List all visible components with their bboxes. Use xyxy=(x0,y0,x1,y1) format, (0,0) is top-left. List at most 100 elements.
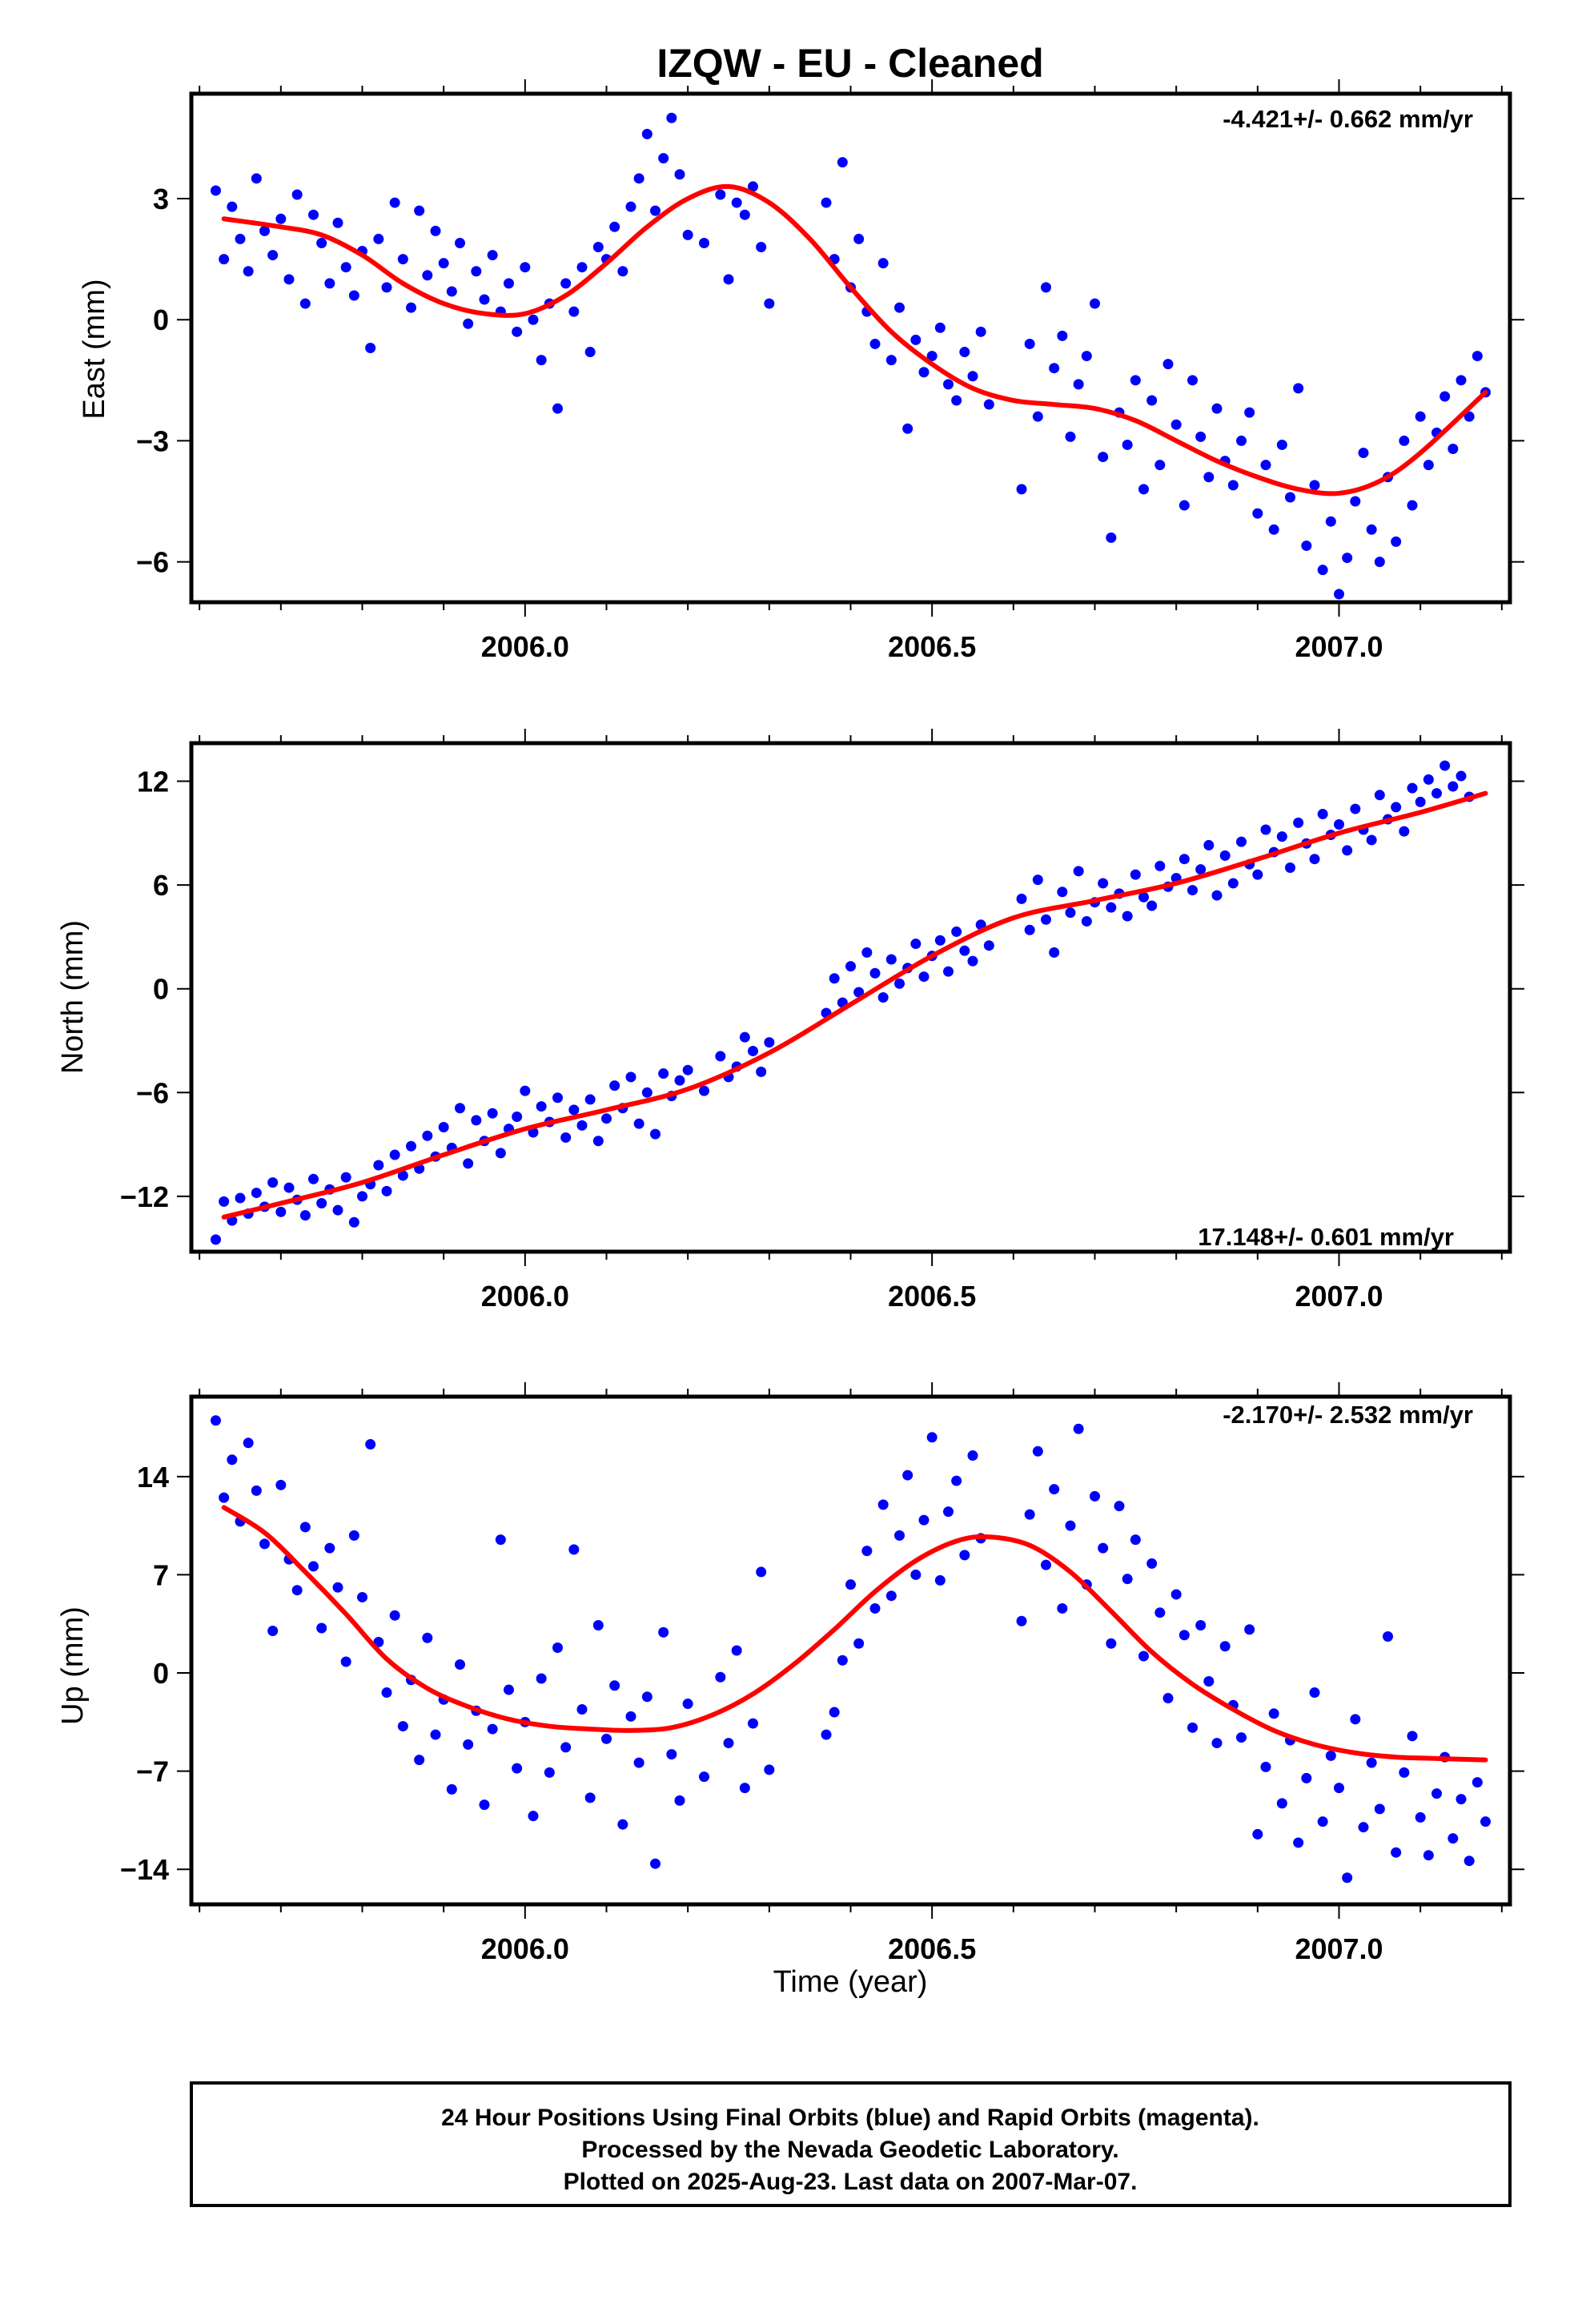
data-point xyxy=(1138,891,1149,903)
data-point xyxy=(674,169,685,180)
data-point xyxy=(1276,831,1287,842)
data-point xyxy=(406,1140,416,1152)
data-point xyxy=(576,1120,588,1131)
data-point xyxy=(1138,1651,1149,1662)
data-point xyxy=(1187,1722,1198,1733)
data-point xyxy=(332,1204,343,1216)
data-point xyxy=(1227,878,1239,889)
data-point xyxy=(536,1673,547,1684)
data-point xyxy=(576,262,588,273)
data-point xyxy=(658,153,669,164)
data-point xyxy=(389,1610,400,1621)
x-tick-label: 2006.5 xyxy=(888,1932,976,1965)
data-point xyxy=(584,1094,596,1105)
data-point xyxy=(601,1113,612,1124)
data-point xyxy=(837,1655,848,1666)
data-point xyxy=(568,306,580,317)
y-tick-label: 3 xyxy=(153,183,169,215)
data-point xyxy=(682,1064,693,1076)
data-point xyxy=(1383,1630,1393,1642)
data-point xyxy=(1431,788,1442,799)
data-point xyxy=(422,270,433,281)
data-point xyxy=(348,1530,359,1541)
data-point xyxy=(1236,1732,1247,1743)
data-point xyxy=(674,1795,685,1806)
data-point xyxy=(1130,375,1141,386)
data-point xyxy=(1106,1638,1117,1649)
data-point xyxy=(308,1561,319,1572)
y-tick-label: −3 xyxy=(136,424,169,457)
data-point xyxy=(1342,845,1353,856)
data-point xyxy=(259,1538,270,1550)
data-point xyxy=(584,1792,596,1803)
data-point xyxy=(1260,824,1271,835)
data-point xyxy=(1334,1783,1344,1794)
y-tick-label: 6 xyxy=(153,869,169,902)
data-point xyxy=(861,1546,873,1557)
data-point xyxy=(894,978,905,989)
figure-title: IZQW - EU - Cleaned xyxy=(656,41,1043,86)
data-point xyxy=(1423,1850,1434,1861)
data-point xyxy=(1024,924,1035,935)
data-point xyxy=(536,355,547,366)
data-point xyxy=(397,1721,408,1732)
y-tick-label: −12 xyxy=(120,1180,169,1213)
data-point xyxy=(1130,869,1141,880)
data-point xyxy=(1203,472,1215,483)
data-point xyxy=(291,1585,303,1596)
data-point xyxy=(877,258,889,269)
data-point xyxy=(381,282,392,293)
data-point xyxy=(1252,869,1263,880)
data-point xyxy=(1260,1761,1271,1772)
data-point xyxy=(650,1128,661,1140)
x-tick-label: 2006.5 xyxy=(888,630,976,663)
data-point xyxy=(455,237,465,248)
data-point xyxy=(1219,1641,1231,1652)
data-point xyxy=(1276,439,1287,450)
x-tick-label: 2006.0 xyxy=(481,1280,569,1313)
data-point xyxy=(324,278,335,289)
data-point xyxy=(1480,1816,1491,1827)
data-point xyxy=(1081,915,1092,927)
data-point xyxy=(609,1080,620,1092)
data-point xyxy=(568,1544,580,1555)
data-point xyxy=(601,1733,612,1744)
data-point xyxy=(1073,866,1084,877)
data-point xyxy=(365,1439,376,1450)
data-point xyxy=(885,1590,897,1602)
data-point xyxy=(463,1739,474,1750)
data-point xyxy=(1350,1714,1361,1725)
data-point xyxy=(340,1656,351,1667)
data-point xyxy=(422,1632,433,1643)
data-point xyxy=(1236,836,1247,847)
data-point xyxy=(373,1160,384,1171)
data-point xyxy=(504,278,514,289)
data-point xyxy=(910,334,921,345)
data-point xyxy=(821,197,832,208)
data-point xyxy=(365,343,376,353)
data-point xyxy=(739,1783,750,1794)
data-point xyxy=(1391,536,1402,547)
y-tick-label: 12 xyxy=(137,766,169,798)
data-point xyxy=(1456,1794,1467,1805)
data-point xyxy=(438,258,449,269)
data-point xyxy=(1244,407,1255,418)
data-point xyxy=(1122,911,1133,922)
data-point xyxy=(1407,782,1418,794)
data-point xyxy=(1170,1589,1182,1600)
data-point xyxy=(348,290,359,301)
data-point xyxy=(829,973,840,984)
data-point xyxy=(1016,1615,1027,1626)
data-point xyxy=(211,1415,221,1426)
data-point xyxy=(1041,282,1051,293)
data-point xyxy=(1293,383,1304,394)
data-point xyxy=(487,1108,498,1119)
data-point xyxy=(1049,947,1060,958)
data-point xyxy=(544,1767,555,1778)
data-point xyxy=(552,403,563,414)
fit-curve xyxy=(221,790,1488,1220)
data-point xyxy=(560,278,572,289)
data-point xyxy=(1366,524,1377,535)
data-point xyxy=(918,1514,930,1526)
data-point xyxy=(1057,887,1068,898)
